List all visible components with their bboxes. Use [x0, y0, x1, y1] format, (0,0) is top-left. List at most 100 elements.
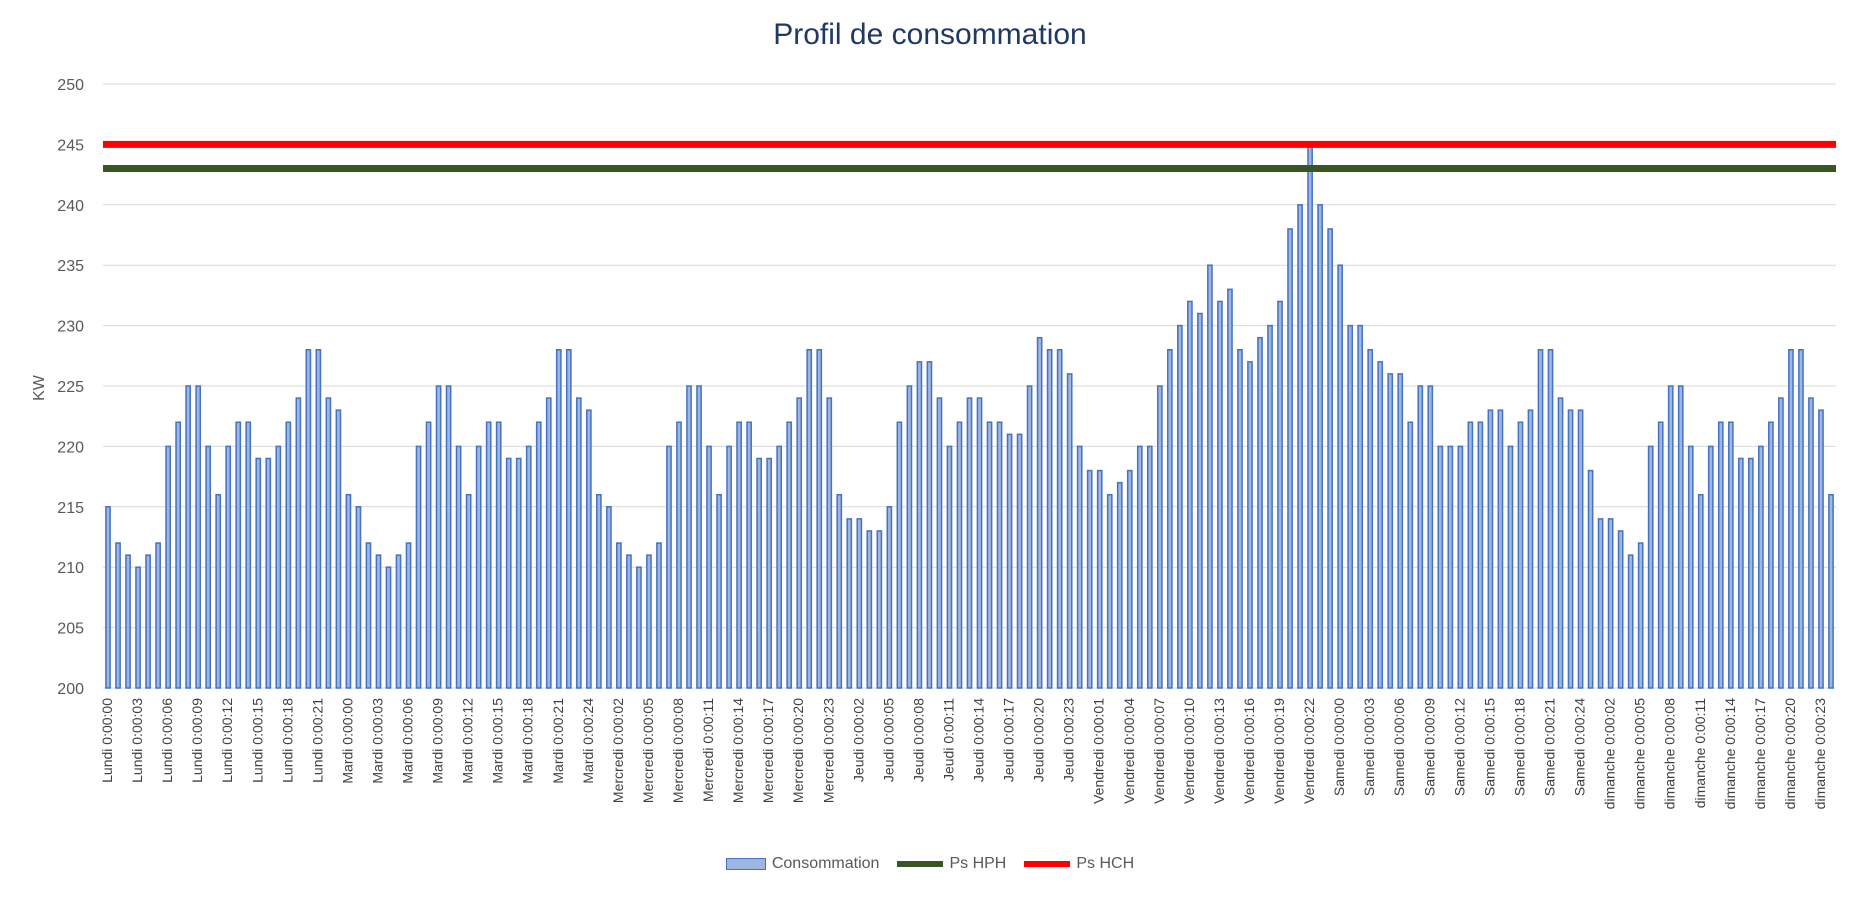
bar [926, 361, 933, 689]
bar [996, 421, 1003, 689]
bar [1357, 324, 1364, 689]
bar [1397, 373, 1404, 689]
x-tick-label: Lundi 0:00:12 [219, 698, 235, 783]
bar [1417, 385, 1424, 689]
bar [1337, 264, 1343, 689]
x-tick-label: Mardi 0:00:21 [550, 698, 566, 784]
legend: Consommation Ps HPH Ps HCH [0, 855, 1860, 873]
bar [255, 457, 262, 689]
bar [1327, 228, 1333, 689]
y-tick-label: 215 [57, 500, 84, 517]
bar [1217, 300, 1223, 689]
bar [1267, 324, 1273, 689]
bar [215, 493, 222, 689]
bar [345, 493, 352, 689]
bar [1297, 204, 1303, 689]
bar [696, 385, 702, 689]
y-tick-label: 240 [57, 198, 84, 215]
y-tick-label: 235 [57, 258, 84, 275]
y-tick-label: 225 [57, 379, 84, 396]
bar [485, 421, 492, 689]
bar [285, 421, 292, 689]
x-tick-label: Lundi 0:00:06 [159, 698, 175, 783]
legend-label-consommation: Consommation [771, 855, 880, 872]
bar [826, 397, 833, 689]
bar [936, 397, 943, 689]
bar [1778, 397, 1784, 689]
x-tick-label: Samedi 0:00:00 [1331, 698, 1347, 796]
bar [555, 349, 562, 689]
x-tick-label: Jeudi 0:00:05 [880, 698, 896, 782]
bar [1497, 409, 1504, 689]
bar [205, 445, 212, 689]
bar [626, 554, 632, 689]
bar [535, 421, 542, 689]
bar [656, 542, 662, 689]
bar [1177, 324, 1183, 689]
bar [1707, 445, 1714, 689]
bar [1637, 542, 1644, 689]
y-tick-label: 230 [57, 319, 84, 336]
x-tick-label: dimanche 0:00:23 [1812, 698, 1828, 810]
bar [325, 397, 332, 689]
x-tick-label: Vendredi 0:00:22 [1301, 698, 1317, 804]
bar [806, 349, 813, 689]
x-tick-label: Jeudi 0:00:17 [1001, 698, 1017, 782]
bar [1768, 421, 1774, 689]
bar [1317, 204, 1323, 689]
bar [165, 445, 171, 689]
bar [1287, 228, 1293, 689]
bar [185, 385, 192, 689]
bar [395, 554, 402, 689]
bar [1187, 300, 1193, 689]
bar [1026, 385, 1033, 689]
bar [415, 445, 422, 689]
bar [1597, 518, 1604, 689]
bar [1006, 433, 1013, 689]
x-tick-label: Mardi 0:00:09 [430, 698, 446, 784]
bar [1086, 469, 1093, 689]
bar [906, 385, 913, 689]
bar [796, 397, 803, 689]
bar [1016, 433, 1023, 689]
bar [275, 445, 282, 689]
bar [606, 506, 612, 689]
x-tick-label: dimanche 0:00:11 [1692, 698, 1708, 808]
x-tick-label: Vendredi 0:00:04 [1121, 698, 1137, 804]
x-tick-label: Samedi 0:00:03 [1361, 698, 1377, 796]
bar [786, 421, 793, 689]
x-tick-label: dimanche 0:00:14 [1722, 698, 1738, 810]
bar [716, 493, 722, 689]
bar [1667, 385, 1674, 689]
bar [1587, 469, 1594, 689]
bar [1547, 349, 1554, 689]
x-tick-label: Vendredi 0:00:19 [1271, 698, 1287, 804]
legend-item-ps-hch: Ps HCH [1024, 855, 1134, 873]
x-tick-label: Mercredi 0:00:20 [790, 698, 806, 803]
threshold-lines [103, 140, 1836, 173]
bar [585, 409, 592, 689]
bar [105, 506, 111, 689]
x-tick-label: dimanche 0:00:02 [1602, 698, 1618, 810]
legend-swatch-consommation [725, 858, 766, 870]
x-tick-label: Mardi 0:00:00 [339, 698, 355, 784]
bar [1557, 397, 1564, 689]
bar [1056, 349, 1063, 689]
x-tick-label: Mardi 0:00:03 [369, 698, 385, 784]
bar [1697, 493, 1704, 689]
x-tick-label: Lundi 0:00:21 [309, 698, 325, 783]
y-tick-label: 245 [57, 137, 84, 154]
bar [335, 409, 342, 689]
legend-item-ps-hph: Ps HPH [897, 855, 1006, 873]
bar [776, 445, 783, 689]
bar [525, 445, 532, 689]
x-tick-label: Lundi 0:00:03 [129, 698, 145, 783]
bar [706, 445, 712, 689]
x-tick-label: Mercredi 0:00:08 [670, 698, 686, 803]
bar [1627, 554, 1634, 689]
x-tick-label: Mercredi 0:00:11 [700, 698, 716, 802]
bar [1747, 457, 1754, 689]
bar [1457, 445, 1464, 689]
bar [1036, 336, 1043, 689]
